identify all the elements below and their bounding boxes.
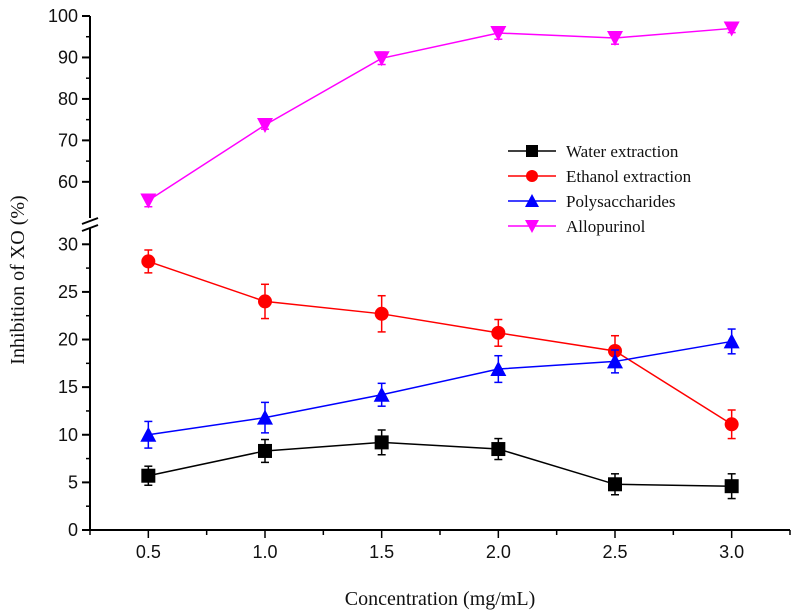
legend-item: Water extraction bbox=[508, 142, 679, 161]
data-point bbox=[141, 468, 156, 483]
legend-item: Ethanol extraction bbox=[508, 167, 692, 186]
y-tick-label: 70 bbox=[58, 130, 78, 150]
data-point bbox=[724, 479, 739, 494]
y-tick-label: 0 bbox=[68, 520, 78, 540]
legend-marker bbox=[525, 194, 539, 207]
series-line bbox=[148, 441, 732, 487]
series-line bbox=[147, 27, 732, 202]
series-ethanol-extraction bbox=[141, 249, 739, 440]
data-point bbox=[723, 21, 740, 37]
legend-item: Allopurinol bbox=[508, 217, 646, 236]
y-tick-label: 80 bbox=[58, 89, 78, 109]
legend-label: Polysaccharides bbox=[566, 192, 676, 211]
series-water-extraction bbox=[141, 429, 739, 500]
data-point bbox=[491, 442, 506, 457]
x-tick-label: 2.5 bbox=[602, 542, 627, 562]
y-tick-label: 90 bbox=[58, 47, 78, 67]
data-point bbox=[257, 409, 273, 425]
y-tick-label: 100 bbox=[48, 6, 78, 26]
series-line bbox=[148, 340, 732, 436]
x-tick-label: 0.5 bbox=[136, 542, 161, 562]
legend-item: Polysaccharides bbox=[508, 192, 676, 211]
x-tick-label: 3.0 bbox=[719, 542, 744, 562]
data-point bbox=[724, 417, 739, 432]
y-tick-label: 30 bbox=[58, 234, 78, 254]
legend-label: Ethanol extraction bbox=[566, 167, 692, 186]
x-tick-label: 1.0 bbox=[252, 542, 277, 562]
data-point bbox=[373, 386, 390, 402]
x-axis-label: Concentration (mg/mL) bbox=[345, 588, 536, 610]
data-point bbox=[141, 254, 156, 269]
axis-break-mark bbox=[81, 217, 99, 225]
series-line bbox=[148, 260, 733, 425]
data-point bbox=[257, 118, 273, 134]
legend-marker bbox=[525, 220, 539, 233]
axis-break-mark bbox=[81, 224, 99, 232]
y-tick-label: 15 bbox=[58, 377, 78, 397]
data-point bbox=[491, 325, 506, 340]
data-point bbox=[608, 477, 622, 492]
series-polysaccharides bbox=[140, 328, 740, 449]
y-tick-label: 25 bbox=[58, 282, 78, 302]
data-point bbox=[490, 25, 507, 41]
y-tick-label: 5 bbox=[68, 472, 78, 492]
legend: Water extraction Ethanol extraction Polysa… bbox=[508, 142, 692, 236]
plot-area bbox=[140, 21, 740, 500]
data-point bbox=[258, 443, 272, 458]
legend-marker bbox=[526, 145, 538, 157]
legend-marker bbox=[526, 170, 538, 182]
data-point bbox=[607, 30, 623, 46]
x-tick-label: 1.5 bbox=[369, 542, 394, 562]
data-point bbox=[373, 51, 390, 67]
data-point bbox=[723, 333, 740, 349]
data-point bbox=[258, 294, 272, 309]
y-axis-label: Inhibition of XO (%) bbox=[7, 195, 29, 364]
data-point bbox=[140, 193, 157, 209]
y-tick-label: 60 bbox=[58, 172, 78, 192]
legend-label: Water extraction bbox=[566, 142, 679, 161]
x-tick-label: 2.0 bbox=[486, 542, 511, 562]
data-point bbox=[607, 353, 623, 369]
data-point bbox=[490, 361, 507, 377]
legend-label: Allopurinol bbox=[566, 217, 646, 236]
data-point bbox=[140, 426, 157, 442]
data-point bbox=[374, 435, 389, 450]
y-tick-label: 20 bbox=[58, 330, 78, 350]
axes: 0 5 10 15 20 25 30 60 70 80 90 100 0.5 1.0 1.5 2.0 2.5 3.… bbox=[48, 6, 791, 562]
y-tick-label: 10 bbox=[58, 425, 78, 445]
data-point bbox=[374, 306, 389, 321]
series-allopurinol bbox=[140, 21, 740, 209]
